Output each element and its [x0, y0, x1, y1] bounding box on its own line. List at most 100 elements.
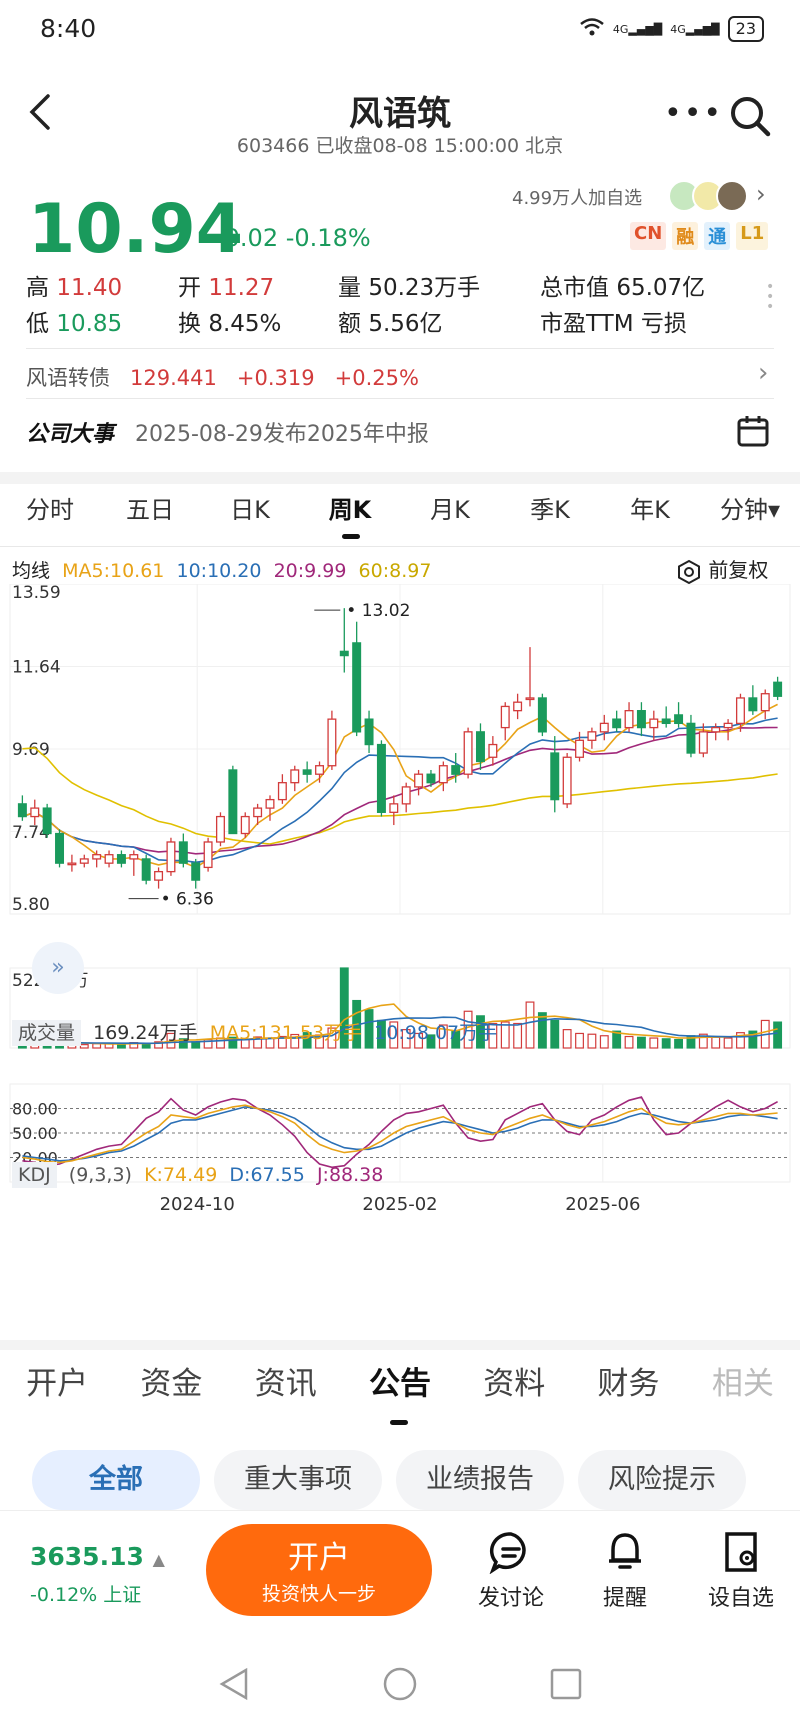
volume-bar — [79, 1044, 89, 1049]
candle-body — [203, 841, 213, 869]
price-change: -0.02 -0.18% — [216, 224, 371, 252]
candle-body — [414, 773, 424, 788]
candle-body — [42, 807, 52, 835]
expand-chart-icon[interactable]: » — [32, 942, 84, 994]
company-event-row[interactable]: 公司大事 2025-08-29发布2025年中报 — [26, 422, 429, 447]
candle-body — [426, 773, 436, 784]
tab-daily-k[interactable]: 日K — [230, 496, 270, 524]
high-value: 11.40 — [56, 275, 123, 301]
candle-body — [513, 701, 523, 712]
candle-body — [575, 739, 585, 758]
nav-back-icon — [219, 1667, 248, 1701]
open-account-button[interactable]: 开户 投资快人一步 — [206, 1524, 432, 1616]
filter-all[interactable]: 全部 — [32, 1450, 200, 1510]
back-button[interactable] — [26, 92, 52, 138]
candle-body — [302, 769, 312, 775]
volume-legend: 成交量 169.24万手 MA5:131.53万手 10:98.07万手 — [12, 1018, 497, 1046]
index-value[interactable]: 3635.13 ▲ — [30, 1542, 165, 1571]
tab-weekly-k[interactable]: 周K — [328, 496, 372, 524]
watcher-avatars[interactable]: › — [668, 180, 766, 212]
kdj-level-label: 80.00 — [12, 1100, 58, 1119]
candle-body — [352, 642, 362, 733]
search-icon[interactable] — [728, 94, 772, 142]
announcement-filters: 全部 重大事项 业绩报告 风险提示 — [32, 1450, 746, 1510]
candle-body — [178, 841, 188, 864]
candle-body — [562, 756, 572, 805]
tab-news[interactable]: 资讯 — [254, 1366, 317, 1402]
candle-body — [451, 765, 461, 775]
last-price: 10.94 — [28, 190, 244, 269]
tab-five-day[interactable]: 五日 — [126, 496, 174, 524]
candle-body — [104, 854, 114, 864]
min-label: • 6.36 — [161, 890, 214, 910]
tab-announcements[interactable]: 公告 — [368, 1366, 431, 1402]
candle-body — [500, 705, 510, 729]
max-label: • 13.02 — [346, 601, 410, 621]
low-value: 10.85 — [56, 311, 123, 337]
candle-body — [141, 858, 151, 881]
badge-margin: 融 — [672, 222, 699, 250]
index-change: -0.12% 上证 — [30, 1584, 142, 1606]
filter-earnings[interactable]: 业绩报告 — [396, 1450, 564, 1510]
tab-timeshare[interactable]: 分时 — [26, 496, 74, 524]
volume-bar — [463, 1010, 473, 1049]
candle-body — [315, 765, 325, 775]
candle-body — [674, 714, 684, 725]
tab-related[interactable]: 相关 — [711, 1366, 774, 1402]
volume-bar — [748, 1030, 758, 1049]
active-tab-indicator — [342, 534, 360, 539]
chevron-right-icon[interactable]: › — [758, 358, 769, 388]
volume-bar — [500, 1021, 510, 1049]
candle-body — [265, 798, 275, 809]
candle-body — [30, 807, 40, 818]
expand-dots-icon[interactable]: • • • — [766, 279, 775, 315]
open-value: 11.27 — [208, 275, 275, 301]
tab-profile[interactable]: 资料 — [483, 1366, 546, 1402]
volume-ma10-line — [22, 1016, 778, 1045]
discuss-button[interactable]: 发讨论 — [466, 1530, 556, 1612]
tab-quarterly-k[interactable]: 季K — [530, 496, 570, 524]
filter-risk[interactable]: 风险提示 — [578, 1450, 746, 1510]
candle-body — [339, 650, 349, 657]
tab-open-account[interactable]: 开户 — [26, 1366, 89, 1402]
tab-financials[interactable]: 财务 — [597, 1366, 660, 1402]
volume-bar — [674, 1038, 684, 1049]
convertible-bond-row[interactable]: 风语转债 129.441 +0.319 +0.25% — [26, 366, 419, 390]
triangle-up-icon: ▲ — [152, 1550, 165, 1569]
tab-yearly-k[interactable]: 年K — [630, 496, 670, 524]
candle-body — [277, 782, 287, 801]
volume-bar — [290, 1033, 300, 1049]
remind-button[interactable]: 提醒 — [580, 1530, 670, 1612]
candle-body — [661, 718, 671, 725]
candle-body — [587, 731, 597, 741]
more-options-icon[interactable]: ••• — [664, 96, 724, 131]
bottom-action-bar — [0, 1510, 800, 1629]
kdj-k-line — [22, 1104, 778, 1164]
chevron-right-icon: › — [756, 180, 766, 208]
ma-legend: 均线 MA5:10.61 10:10.20 20:9.99 60:8.97 — [12, 560, 432, 582]
filter-major-events[interactable]: 重大事项 — [214, 1450, 382, 1510]
system-icons: 4G▂▄▆█ 4G▂▄▆█ 23 — [579, 16, 764, 42]
volume-bar — [698, 1033, 708, 1049]
add-watchlist-button[interactable]: 设自选 — [696, 1530, 786, 1612]
tab-funds[interactable]: 资金 — [140, 1366, 203, 1402]
volume-bar — [773, 1021, 783, 1049]
adjust-button[interactable]: 前复权 — [676, 554, 768, 585]
section-spacer — [0, 472, 800, 484]
tab-monthly-k[interactable]: 月K — [430, 496, 470, 524]
section-spacer — [0, 1340, 800, 1350]
volume-bar — [587, 1033, 597, 1049]
volume-bar — [723, 1037, 733, 1049]
candle-body — [438, 765, 448, 784]
tab-minute[interactable]: 分钟▾ — [719, 496, 781, 524]
page-title: 风语筑 — [349, 94, 451, 134]
candle-body — [154, 870, 164, 881]
chevron-left-icon — [29, 94, 50, 130]
volume-bar — [525, 1001, 535, 1049]
content-tabs: 开户 资金 资讯 公告 资料 财务 相关 — [0, 1358, 800, 1403]
volume-bar — [550, 1019, 560, 1049]
volume-bar — [339, 967, 349, 1049]
candle-body — [327, 718, 337, 767]
calendar-icon[interactable] — [736, 414, 770, 452]
